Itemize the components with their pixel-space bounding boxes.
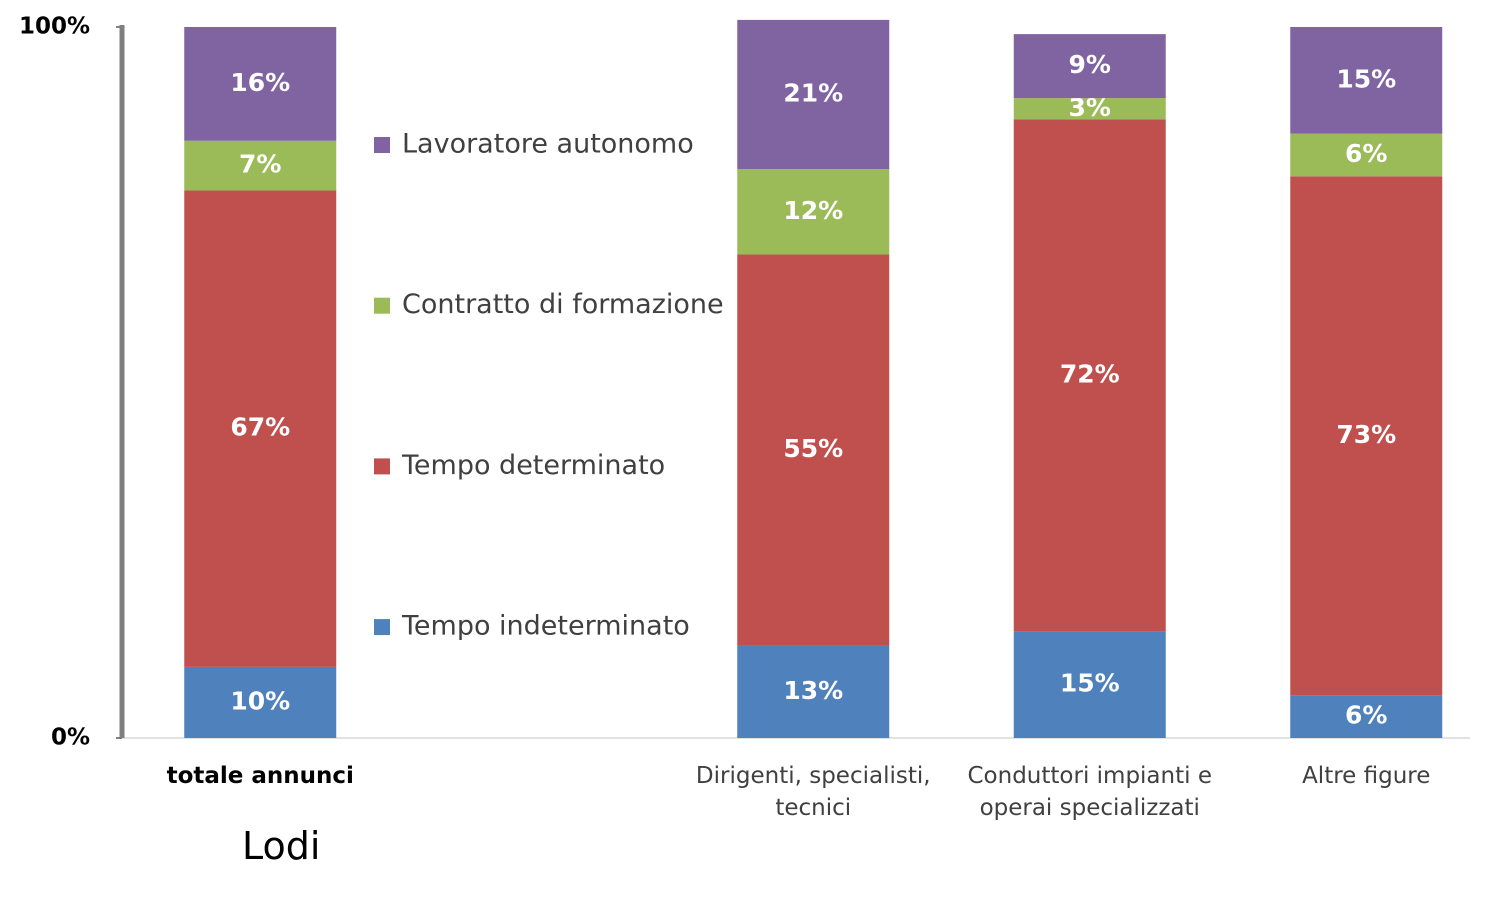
data-label: 9% [1069, 50, 1111, 79]
data-label: 15% [1060, 669, 1120, 698]
bar-segment [1013, 119, 1166, 632]
bar-segment [1013, 34, 1166, 99]
bar-segment [184, 190, 337, 667]
legend-label: Lavoratore autonomo [402, 129, 694, 160]
data-label: 67% [230, 413, 290, 442]
bar-segment [184, 27, 337, 141]
bar-segment [184, 140, 337, 191]
data-label: 72% [1060, 359, 1120, 388]
data-label: 21% [783, 79, 843, 108]
annotation: Lodi [242, 824, 321, 868]
legend-swatch [374, 297, 390, 314]
data-label: 12% [783, 196, 843, 225]
data-label: 7% [239, 150, 281, 179]
data-label: 16% [230, 68, 290, 97]
bar-segment [184, 666, 337, 738]
data-label: 13% [783, 676, 843, 705]
data-label: 6% [1345, 701, 1387, 730]
data-label: 6% [1345, 139, 1387, 168]
x-tick-label: Altre figure [1302, 763, 1431, 789]
bar-segment [737, 645, 890, 738]
legend-label: Contratto di formazione [402, 289, 724, 320]
bar-segment [1013, 98, 1166, 120]
legend-label: Tempo indeterminato [401, 611, 690, 642]
x-tick-label: totale annunci [166, 763, 354, 789]
x-tick-label: Conduttori impianti e operai specializza… [967, 763, 1212, 821]
bar-segment [1013, 631, 1166, 738]
bar-segment [1290, 176, 1443, 696]
data-label: 73% [1336, 420, 1396, 449]
y-tick-label: 0% [51, 725, 90, 751]
bar-segment [737, 254, 890, 646]
legend-swatch [374, 458, 390, 475]
bar-segment [1290, 695, 1443, 738]
data-label: 10% [230, 686, 290, 715]
y-tick-label: 100% [19, 14, 90, 40]
data-label: 15% [1336, 64, 1396, 93]
x-tick-label: Dirigenti, specialisti, tecnici [695, 763, 931, 821]
data-label: 55% [783, 434, 843, 463]
legend-swatch [374, 137, 390, 153]
bar-segment [737, 169, 890, 255]
bar-segment [1290, 27, 1443, 134]
bar-segment [737, 19, 890, 170]
legend-label: Tempo determinato [401, 450, 665, 481]
bar-segment [1290, 133, 1443, 177]
legend-swatch [374, 619, 390, 636]
